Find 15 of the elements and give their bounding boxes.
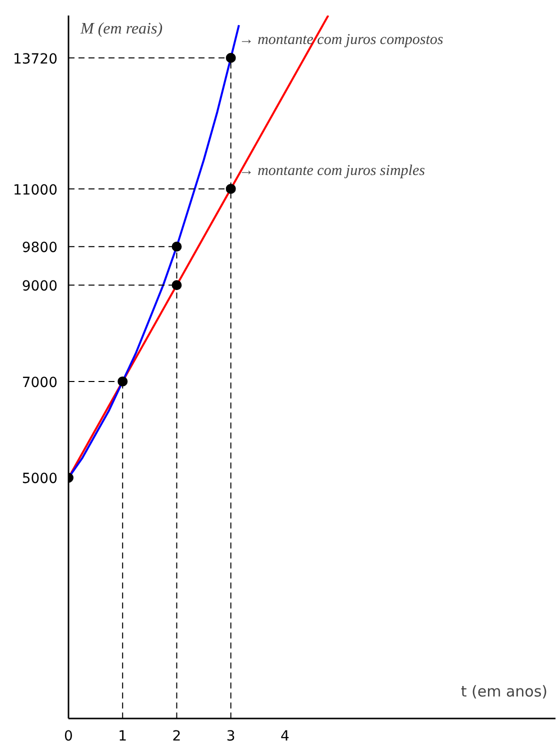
y-tick-label: 9800	[22, 240, 58, 256]
annotation: → montante com juros simples	[238, 162, 426, 179]
x-axis-title: t (em anos)	[460, 682, 548, 700]
y-tick-label: 13720	[12, 51, 58, 68]
x-tick-label: 3	[226, 728, 236, 744]
y-tick-label: 7000	[22, 374, 58, 391]
x-tick-label: 2	[172, 728, 182, 744]
y-tick-label: 11000	[12, 182, 58, 198]
annotation: → montante com juros compostos	[238, 32, 444, 48]
x-tick-label: 1	[118, 728, 128, 744]
x-tick-label: 0	[64, 728, 73, 744]
y-axis-title: M (em reais)	[80, 20, 163, 38]
x-tick-label: 4	[280, 728, 290, 744]
y-tick-label: 5000	[22, 471, 58, 488]
y-tick-label: 9000	[22, 278, 58, 295]
